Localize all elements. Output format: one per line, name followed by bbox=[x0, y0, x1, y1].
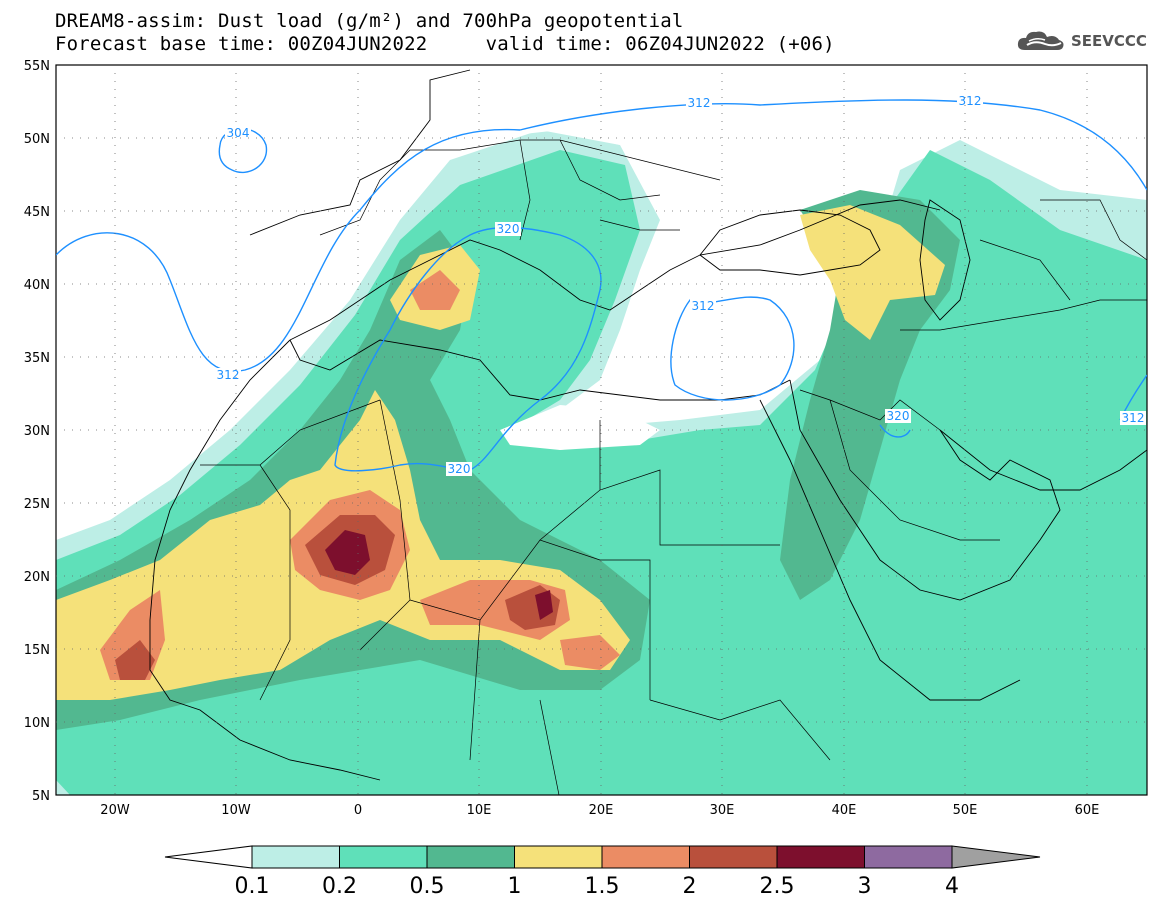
lon-tick-label: 10W bbox=[221, 803, 251, 818]
coast-europe bbox=[249, 69, 941, 341]
title-line-2: Forecast base time: 00Z04JUN2022 valid t… bbox=[55, 33, 835, 55]
coast-africa-north bbox=[289, 339, 791, 401]
isoline-label-320-west: 320 bbox=[497, 222, 520, 236]
lat-axis: 55N 50N 45N 40N 35N 30N 25N 20N 15N 10N … bbox=[24, 59, 50, 804]
dust-band-2_5 bbox=[325, 530, 553, 620]
title-line-1: DREAM8-assim: Dust load (g/m²) and 700hP… bbox=[55, 10, 684, 32]
colorbar-bin bbox=[601, 845, 690, 869]
colorbar-label: 1.5 bbox=[585, 874, 620, 899]
isoline-312-med bbox=[670, 296, 795, 401]
lat-tick-label: 55N bbox=[24, 59, 50, 74]
dust-field bbox=[56, 65, 1147, 795]
colorbar-label: 4 bbox=[945, 874, 959, 899]
colorbar-bin bbox=[339, 845, 428, 869]
lon-tick-label: 20E bbox=[589, 803, 614, 818]
lon-tick-label: 30E bbox=[710, 803, 735, 818]
lon-tick-label: 50E bbox=[953, 803, 978, 818]
colorbar-label: 1 bbox=[508, 874, 522, 899]
dust-band-1-caucasus bbox=[800, 205, 945, 340]
colorbar-label: 3 bbox=[858, 874, 872, 899]
colorbar-bin bbox=[689, 845, 778, 869]
lon-tick-label: 0 bbox=[354, 803, 362, 818]
isoline-label-312-east: 312 bbox=[1122, 411, 1145, 425]
isoline-label-320-south: 320 bbox=[448, 462, 471, 476]
lat-tick-label: 10N bbox=[24, 716, 50, 731]
isoline-312-north bbox=[519, 99, 1147, 191]
lon-axis: 20W 10W 0 10E 20E 30E 40E 50E 60E bbox=[100, 803, 1099, 818]
colorbar: 0.1 0.2 0.5 1 1.5 2 2.5 3 4 bbox=[164, 845, 1041, 899]
clear-zone-europe bbox=[380, 65, 1147, 190]
colorbar-bin bbox=[426, 845, 515, 869]
lat-tick-label: 5N bbox=[32, 789, 50, 804]
lat-tick-label: 50N bbox=[24, 132, 50, 147]
lat-tick-label: 25N bbox=[24, 497, 50, 512]
colorbar-label: 0.2 bbox=[322, 874, 357, 899]
isoline-labels: 304 312 312 320 312 320 320 312 312 bbox=[215, 94, 1146, 476]
coastlines bbox=[149, 69, 1147, 795]
logo-text: SEEVCCC bbox=[1071, 32, 1147, 50]
lon-tick-label: 40E bbox=[832, 803, 857, 818]
lat-tick-label: 20N bbox=[24, 570, 50, 585]
borders-mideast bbox=[799, 199, 1147, 541]
lat-tick-label: 15N bbox=[24, 643, 50, 658]
lat-tick-label: 35N bbox=[24, 351, 50, 366]
colorbar-label: 2 bbox=[683, 874, 697, 899]
coast-black-sea bbox=[699, 209, 881, 276]
isoline-label-312-med: 312 bbox=[692, 299, 715, 313]
coast-caspian bbox=[919, 199, 971, 321]
colorbar-label: 2.5 bbox=[760, 874, 795, 899]
isoline-label-320-east: 320 bbox=[887, 409, 910, 423]
coast-persian-gulf bbox=[939, 429, 1147, 491]
colorbar-bin bbox=[864, 845, 953, 869]
colorbar-label: 0.1 bbox=[235, 874, 270, 899]
colorbar-bin bbox=[514, 845, 603, 869]
graticule bbox=[56, 65, 1147, 795]
clear-zone-libya bbox=[500, 405, 660, 450]
clear-zone-med bbox=[640, 255, 800, 400]
coast-red-sea bbox=[759, 379, 1061, 701]
colorbar-label: 0.5 bbox=[410, 874, 445, 899]
coast-africa-west bbox=[149, 339, 381, 781]
cloud-icon bbox=[1017, 31, 1064, 50]
isoline-label-304: 304 bbox=[227, 126, 250, 140]
isoline-label-312-north: 312 bbox=[688, 96, 711, 110]
isoline-label-312-west: 312 bbox=[217, 368, 240, 382]
borders-europe bbox=[319, 139, 721, 241]
isoline-320-east bbox=[879, 424, 911, 438]
colorbar-bin bbox=[251, 845, 340, 869]
lon-tick-label: 20W bbox=[100, 803, 130, 818]
lon-tick-label: 10E bbox=[467, 803, 492, 818]
lat-tick-label: 45N bbox=[24, 205, 50, 220]
isoline-label-312-northeast: 312 bbox=[959, 94, 982, 108]
borders-africa bbox=[200, 399, 831, 795]
isoline-312-west bbox=[56, 128, 521, 372]
clear-zone-atlantic bbox=[56, 65, 340, 500]
seevccc-logo: SEEVCCC bbox=[1015, 28, 1147, 54]
lon-tick-label: 60E bbox=[1075, 803, 1100, 818]
colorbar-under-triangle bbox=[164, 845, 253, 869]
lat-tick-label: 30N bbox=[24, 424, 50, 439]
dust-band-1_5 bbox=[100, 270, 620, 680]
lat-tick-label: 40N bbox=[24, 278, 50, 293]
colorbar-over-triangle bbox=[951, 845, 1041, 869]
colorbar-bin bbox=[776, 845, 865, 869]
